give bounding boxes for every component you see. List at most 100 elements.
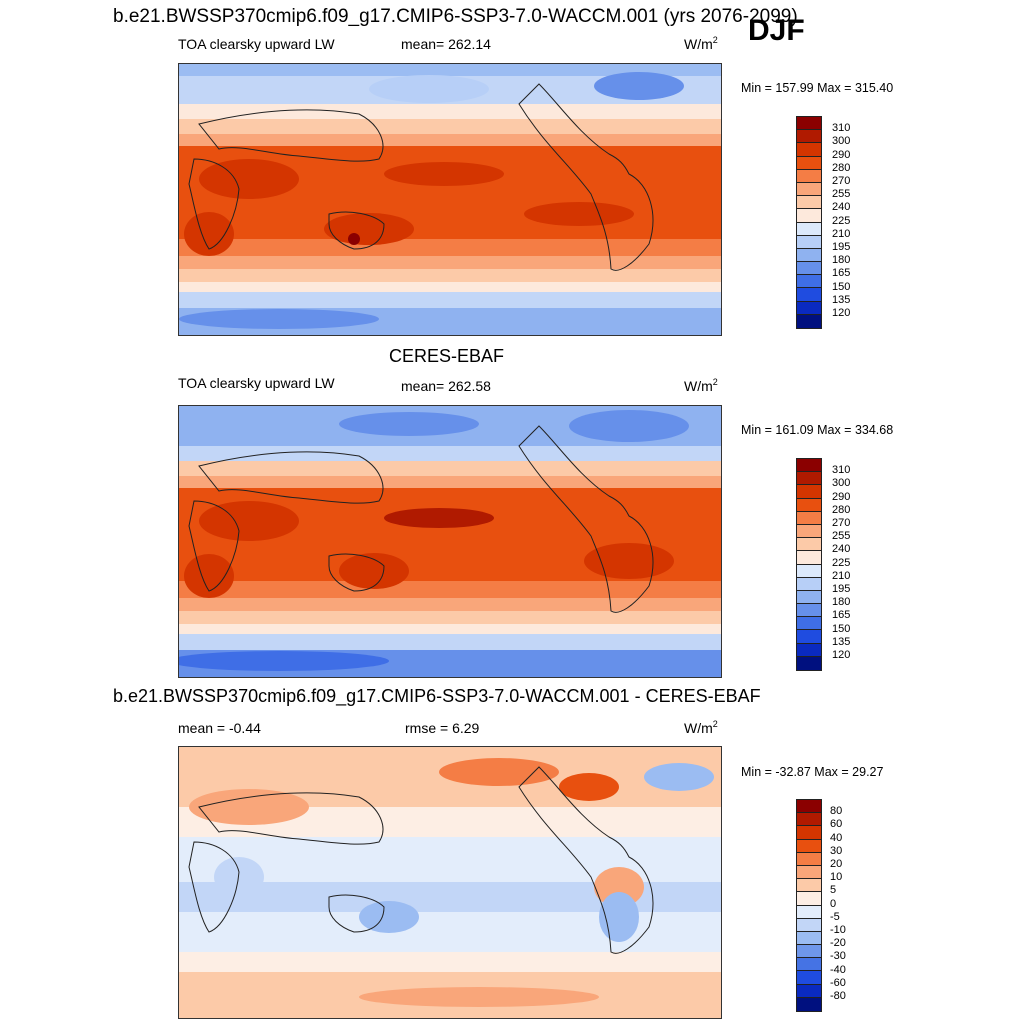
colorbar-box <box>797 130 821 144</box>
colorbar-tick-label: 120 <box>832 307 851 319</box>
colorbar-box <box>797 590 821 605</box>
colorbar-tick-label: 120 <box>832 649 851 661</box>
panel-obs-mean: mean= 262.58 <box>401 378 491 394</box>
colorbar-box <box>797 314 821 328</box>
colorbar-box <box>797 262 821 276</box>
colorbar-tick-label: 300 <box>832 477 851 490</box>
panel-model-map <box>178 63 722 336</box>
colorbar-tick-label: 210 <box>832 227 851 240</box>
panel-diff-units: W/m2 <box>684 719 718 736</box>
colorbar-tick-label: 195 <box>832 583 851 595</box>
colorbar-tick-label: 150 <box>832 280 851 293</box>
colorbar-tick-label: 290 <box>832 148 851 161</box>
colorbar-box <box>797 196 821 210</box>
colorbar-box <box>797 617 821 631</box>
colorbar-box <box>797 865 821 880</box>
panel-obs-minmax: Min = 161.09 Max = 334.68 <box>741 423 894 437</box>
colorbar-box <box>797 971 821 985</box>
panel-diff-rmse: rmse = 6.29 <box>405 720 480 736</box>
colorbar-box <box>797 538 821 552</box>
colorbar-tick-label: 195 <box>832 241 851 253</box>
panel-obs-variable: TOA clearsky upward LW <box>178 375 335 391</box>
colorbar-box <box>797 288 821 302</box>
colorbar-box <box>797 169 821 183</box>
colorbar-tick-label: 210 <box>832 569 851 582</box>
colorbar-box <box>797 643 821 657</box>
colorbar-box <box>797 248 821 263</box>
colorbar-tick-label: -20 <box>830 937 846 950</box>
colorbar-box <box>797 182 821 197</box>
colorbar-box <box>797 222 821 236</box>
colorbar-box <box>797 209 821 223</box>
colorbar-tick-label: 180 <box>832 596 851 609</box>
colorbar-tick-label: -60 <box>830 976 846 989</box>
colorbar-box <box>797 931 821 946</box>
colorbar-tick-label: 135 <box>832 293 851 306</box>
panel-obs-units: W/m2 <box>684 377 718 394</box>
panel-model-colorbar <box>796 116 822 329</box>
colorbar-box <box>797 905 821 919</box>
panel-obs-title: CERES-EBAF <box>389 346 505 366</box>
colorbar-box <box>797 826 821 840</box>
colorbar-tick-label: -5 <box>830 910 840 923</box>
colorbar-tick-label: 225 <box>832 214 851 227</box>
colorbar-box <box>797 604 821 618</box>
colorbar-box <box>797 852 821 866</box>
colorbar-tick-label: -80 <box>830 990 846 1002</box>
colorbar-tick-label: -30 <box>830 950 846 963</box>
colorbar-tick-label: 255 <box>832 188 851 201</box>
colorbar-tick-label: 270 <box>832 175 851 187</box>
colorbar-tick-label: 310 <box>832 122 851 135</box>
colorbar-tick-label: 240 <box>832 543 851 556</box>
colorbar-box <box>797 551 821 565</box>
colorbar-tick-label: 5 <box>830 884 837 897</box>
colorbar-box <box>797 459 821 473</box>
season-label: DJF <box>748 14 805 47</box>
colorbar-box <box>797 945 821 959</box>
colorbar-box <box>797 472 821 486</box>
colorbar-tick-label: 80 <box>830 805 843 818</box>
colorbar-box <box>797 958 821 972</box>
panel-obs-colorbar <box>796 458 822 671</box>
colorbar-tick-label: 60 <box>830 818 843 831</box>
colorbar-tick-label: 10 <box>830 871 843 884</box>
panel-diff-minmax: Min = -32.87 Max = 29.27 <box>741 765 884 779</box>
colorbar-tick-label: 240 <box>832 201 851 214</box>
colorbar-box <box>797 892 821 906</box>
colorbar-tick-label: 0 <box>830 897 837 910</box>
colorbar-box <box>797 498 821 512</box>
colorbar-box <box>797 564 821 578</box>
panel-model-mean: mean= 262.14 <box>401 36 491 52</box>
colorbar-tick-label: 255 <box>832 530 851 543</box>
colorbar-tick-label: 135 <box>832 635 851 648</box>
panel-model-minmax: Min = 157.99 Max = 315.40 <box>741 81 894 95</box>
colorbar-tick-label: 300 <box>832 135 851 148</box>
colorbar-box <box>797 630 821 644</box>
colorbar-box <box>797 117 821 131</box>
colorbar-tick-label: 165 <box>832 267 851 280</box>
colorbar-tick-label: 20 <box>830 858 843 870</box>
panel-obs-map <box>178 405 722 678</box>
colorbar-box <box>797 918 821 932</box>
colorbar-tick-label: 270 <box>832 517 851 529</box>
colorbar-box <box>797 879 821 893</box>
colorbar-tick-label: 280 <box>832 161 851 174</box>
colorbar-box <box>797 275 821 289</box>
colorbar-box <box>797 143 821 157</box>
panel-model-variable: TOA clearsky upward LW <box>178 36 335 52</box>
colorbar-tick-label: 40 <box>830 831 843 844</box>
colorbar-tick-label: 225 <box>832 556 851 569</box>
colorbar-tick-label: 30 <box>830 844 843 857</box>
colorbar-box <box>797 800 821 814</box>
colorbar-tick-label: 280 <box>832 503 851 516</box>
colorbar-box <box>797 235 821 249</box>
colorbar-box <box>797 839 821 853</box>
figure-title: b.e21.BWSSP370cmip6.f09_g17.CMIP6-SSP3-7… <box>113 6 798 27</box>
panel-diff-mean: mean = -0.44 <box>178 720 261 736</box>
colorbar-box <box>797 577 821 591</box>
colorbar-box <box>797 813 821 827</box>
colorbar-tick-label: 150 <box>832 622 851 635</box>
colorbar-box <box>797 511 821 525</box>
colorbar-box <box>797 485 821 499</box>
panel-diff-title: b.e21.BWSSP370cmip6.f09_g17.CMIP6-SSP3-7… <box>113 686 761 706</box>
